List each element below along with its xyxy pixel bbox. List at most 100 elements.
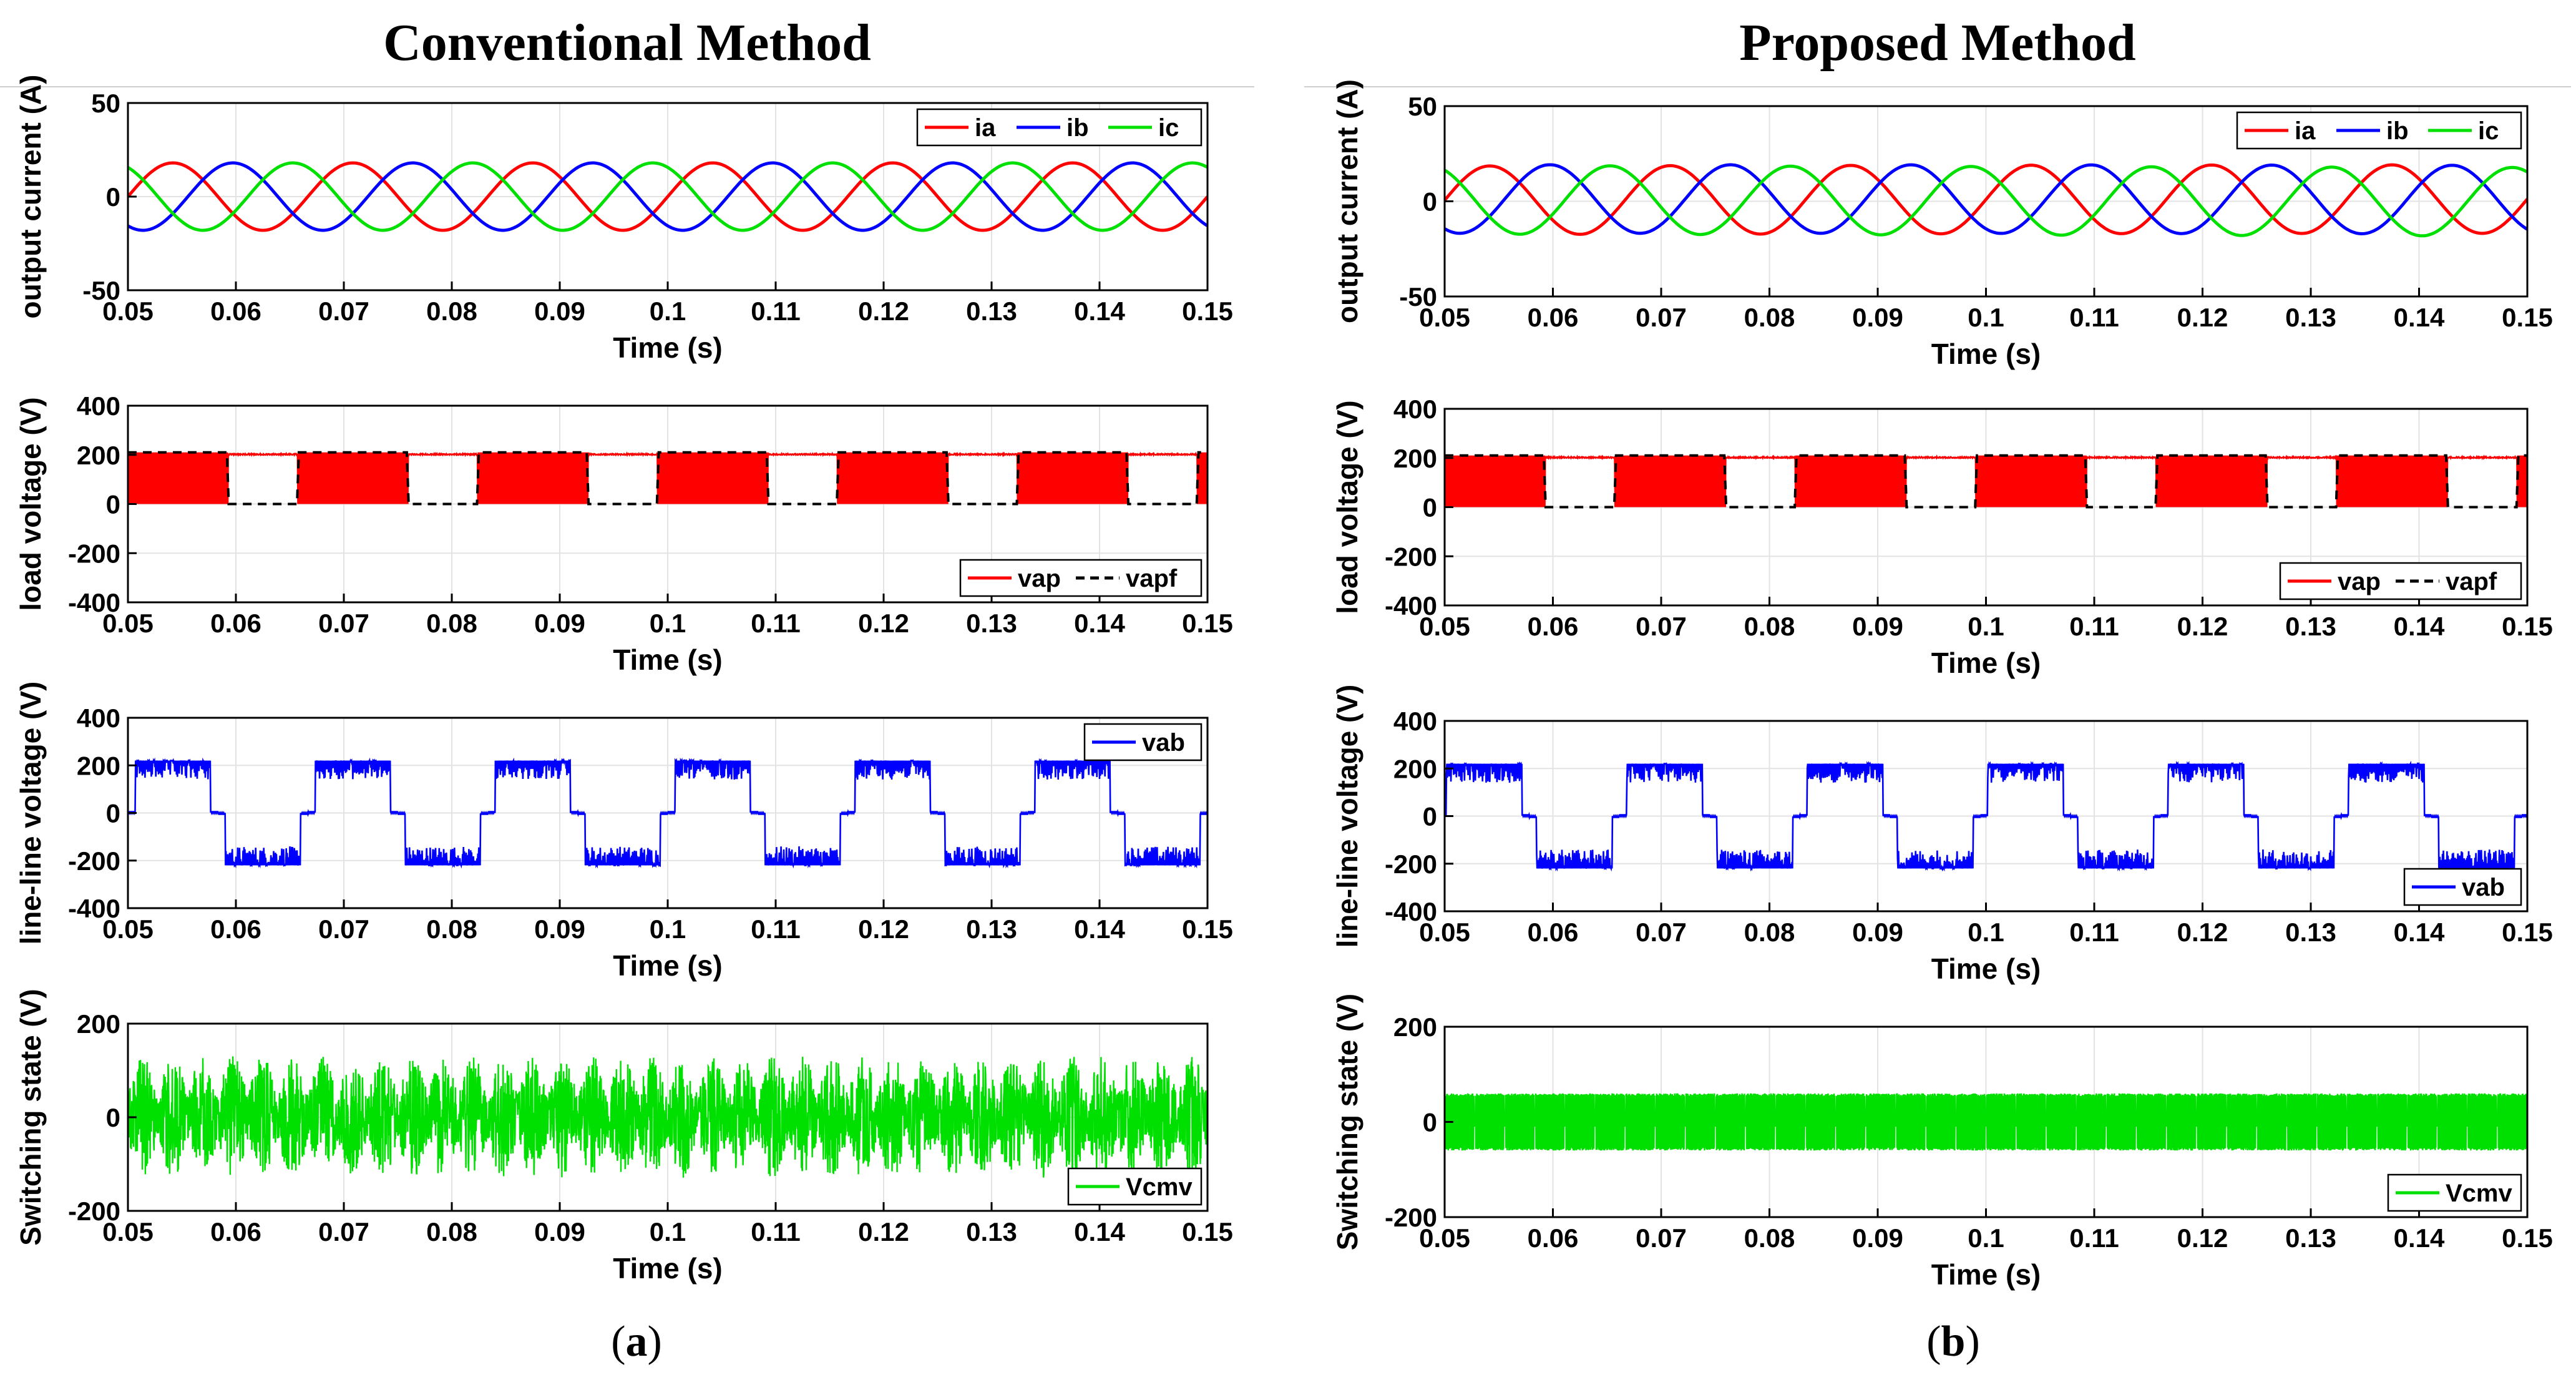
x-tick-label: 0.09: [534, 296, 585, 326]
y-axis-label: Switching state (V): [1331, 994, 1364, 1250]
x-tick-label: 0.11: [2069, 1223, 2119, 1253]
legend: Vcmv: [2387, 1173, 2522, 1212]
x-tick-label: 0.11: [2069, 303, 2119, 332]
x-tick-label: 0.09: [534, 914, 585, 944]
y-tick-label: 0: [1423, 187, 1437, 217]
plot-area: [128, 451, 1208, 506]
y-tick-label: 200: [1393, 444, 1437, 473]
series-ib: [1445, 163, 2527, 236]
x-tick-label: 0.06: [210, 609, 261, 638]
x-tick-label: 0.08: [1744, 1223, 1795, 1253]
x-tick-label: 0.15: [2502, 1223, 2553, 1253]
legend-label-ib: ib: [2386, 117, 2409, 145]
x-tick-label: 0.07: [1636, 612, 1687, 641]
x-tick-label: 0.1: [650, 609, 686, 638]
x-tick-label: 0.06: [1528, 303, 1579, 332]
x-axis-label: Time (s): [613, 949, 723, 982]
x-tick-label: 0.05: [102, 296, 154, 326]
x-tick-label: 0.07: [318, 1217, 369, 1246]
series-vap: [128, 451, 1208, 504]
y-tick-label: -50: [82, 276, 120, 305]
x-tick-label: 0.1: [1968, 918, 2004, 947]
x-tick-label: 0.09: [1852, 612, 1903, 641]
caption-a-letter: a: [625, 1318, 648, 1366]
x-axis-label: Time (s): [613, 1252, 723, 1285]
chart-b2: 0.05 0.06 0.07 0.08 0.09 0.1 0.11 0.12 0.13 0.14 0…: [1331, 394, 2553, 679]
y-tick-label: 200: [1393, 1012, 1437, 1042]
x-tick-label: 0.05: [102, 1217, 154, 1246]
x-tick-label: 0.13: [2285, 1223, 2336, 1253]
x-tick-label: 0.09: [1852, 918, 1903, 947]
x-axis-label: Time (s): [1931, 952, 2041, 985]
series-vap: [1445, 454, 2527, 507]
x-tick-label: 0.11: [751, 914, 800, 944]
legend: ia ib ic: [2236, 111, 2522, 150]
legend-label-vapf: vapf: [1126, 565, 1178, 592]
x-tick-label: 0.12: [858, 914, 909, 944]
plot-area: [1445, 163, 2527, 238]
series-ib: [128, 161, 1208, 232]
x-tick-label: 0.11: [751, 1217, 800, 1246]
x-tick-label: 0.1: [1968, 303, 2004, 332]
y-tick-label: 200: [77, 441, 120, 470]
x-tick-label: 0.15: [2502, 918, 2553, 947]
y-axis-label: load voltage (V): [14, 397, 47, 610]
x-tick-label: 0.14: [2394, 918, 2445, 947]
legend: vap vapf: [2279, 562, 2522, 600]
y-tick-label: -400: [68, 588, 120, 617]
chart-a4: 0.05 0.06 0.07 0.08 0.09 0.1 0.11 0.12 0.13 0.14 0…: [14, 989, 1233, 1285]
y-tick-label: -50: [1399, 282, 1437, 311]
plot-area: [1445, 760, 2527, 872]
x-axis-label: Time (s): [1931, 1258, 2041, 1291]
y-tick-label: 0: [106, 1103, 120, 1132]
legend: ia ib ic: [916, 108, 1203, 147]
legend: vab: [1083, 723, 1203, 761]
legend-label-ia: ia: [975, 114, 996, 142]
x-tick-label: 0.13: [966, 1217, 1017, 1246]
series-ia: [1445, 163, 2527, 236]
x-tick-label: 0.05: [1419, 918, 1470, 947]
x-tick-label: 0.11: [2069, 918, 2119, 947]
chart-b3: 0.05 0.06 0.07 0.08 0.09 0.1 0.11 0.12 0.13 0.14 0…: [1331, 685, 2553, 985]
plot-area: [1445, 1093, 2527, 1151]
x-tick-label: 0.14: [2394, 612, 2445, 641]
x-tick-label: 0.08: [426, 914, 477, 944]
x-tick-label: 0.09: [1852, 303, 1903, 332]
x-tick-label: 0.14: [2394, 303, 2445, 332]
x-tick-label: 0.05: [1419, 1223, 1470, 1253]
x-tick-label: 0.15: [1182, 296, 1233, 326]
x-tick-label: 0.1: [650, 1217, 686, 1246]
y-tick-label: 0: [106, 182, 120, 212]
x-tick-label: 0.09: [534, 609, 585, 638]
y-tick-label: 400: [1393, 707, 1437, 736]
caption-b-letter: b: [1941, 1318, 1966, 1366]
x-tick-label: 0.08: [1744, 918, 1795, 947]
x-tick-label: 0.13: [2285, 918, 2336, 947]
legend-label-vab: vab: [2462, 874, 2505, 901]
y-tick-label: 200: [77, 751, 120, 780]
chart-a3: 0.05 0.06 0.07 0.08 0.09 0.1 0.11 0.12 0.13 0.14 0…: [14, 682, 1233, 982]
x-tick-label: 0.13: [966, 296, 1017, 326]
y-tick-label: 0: [106, 799, 120, 828]
x-tick-label: 0.08: [426, 609, 477, 638]
x-tick-label: 0.13: [966, 914, 1017, 944]
x-tick-label: 0.1: [650, 296, 686, 326]
caption-b: (b): [1926, 1318, 1980, 1366]
x-tick-label: 0.1: [1968, 612, 2004, 641]
x-tick-label: 0.15: [1182, 609, 1233, 638]
x-tick-label: 0.08: [426, 1217, 477, 1246]
x-tick-label: 0.12: [2177, 303, 2228, 332]
chart-a1: 0.05 0.06 0.07 0.08 0.09 0.1 0.11 0.12 0.13 0.14 0…: [14, 75, 1233, 364]
x-tick-label: 0.11: [751, 296, 800, 326]
x-tick-label: 0.12: [2177, 1223, 2228, 1253]
chart-b1: 0.05 0.06 0.07 0.08 0.09 0.1 0.11 0.12 0.13 0.14 0…: [1331, 79, 2553, 370]
x-tick-label: 0.13: [2285, 612, 2336, 641]
legend-label-vapf: vapf: [2446, 568, 2497, 595]
x-tick-label: 0.05: [1419, 303, 1470, 332]
y-tick-label: 400: [1393, 394, 1437, 424]
legend-label-ic: ic: [2478, 117, 2499, 145]
x-tick-label: 0.15: [2502, 303, 2553, 332]
y-tick-label: -400: [1385, 897, 1437, 926]
x-axis-label: Time (s): [613, 331, 723, 364]
